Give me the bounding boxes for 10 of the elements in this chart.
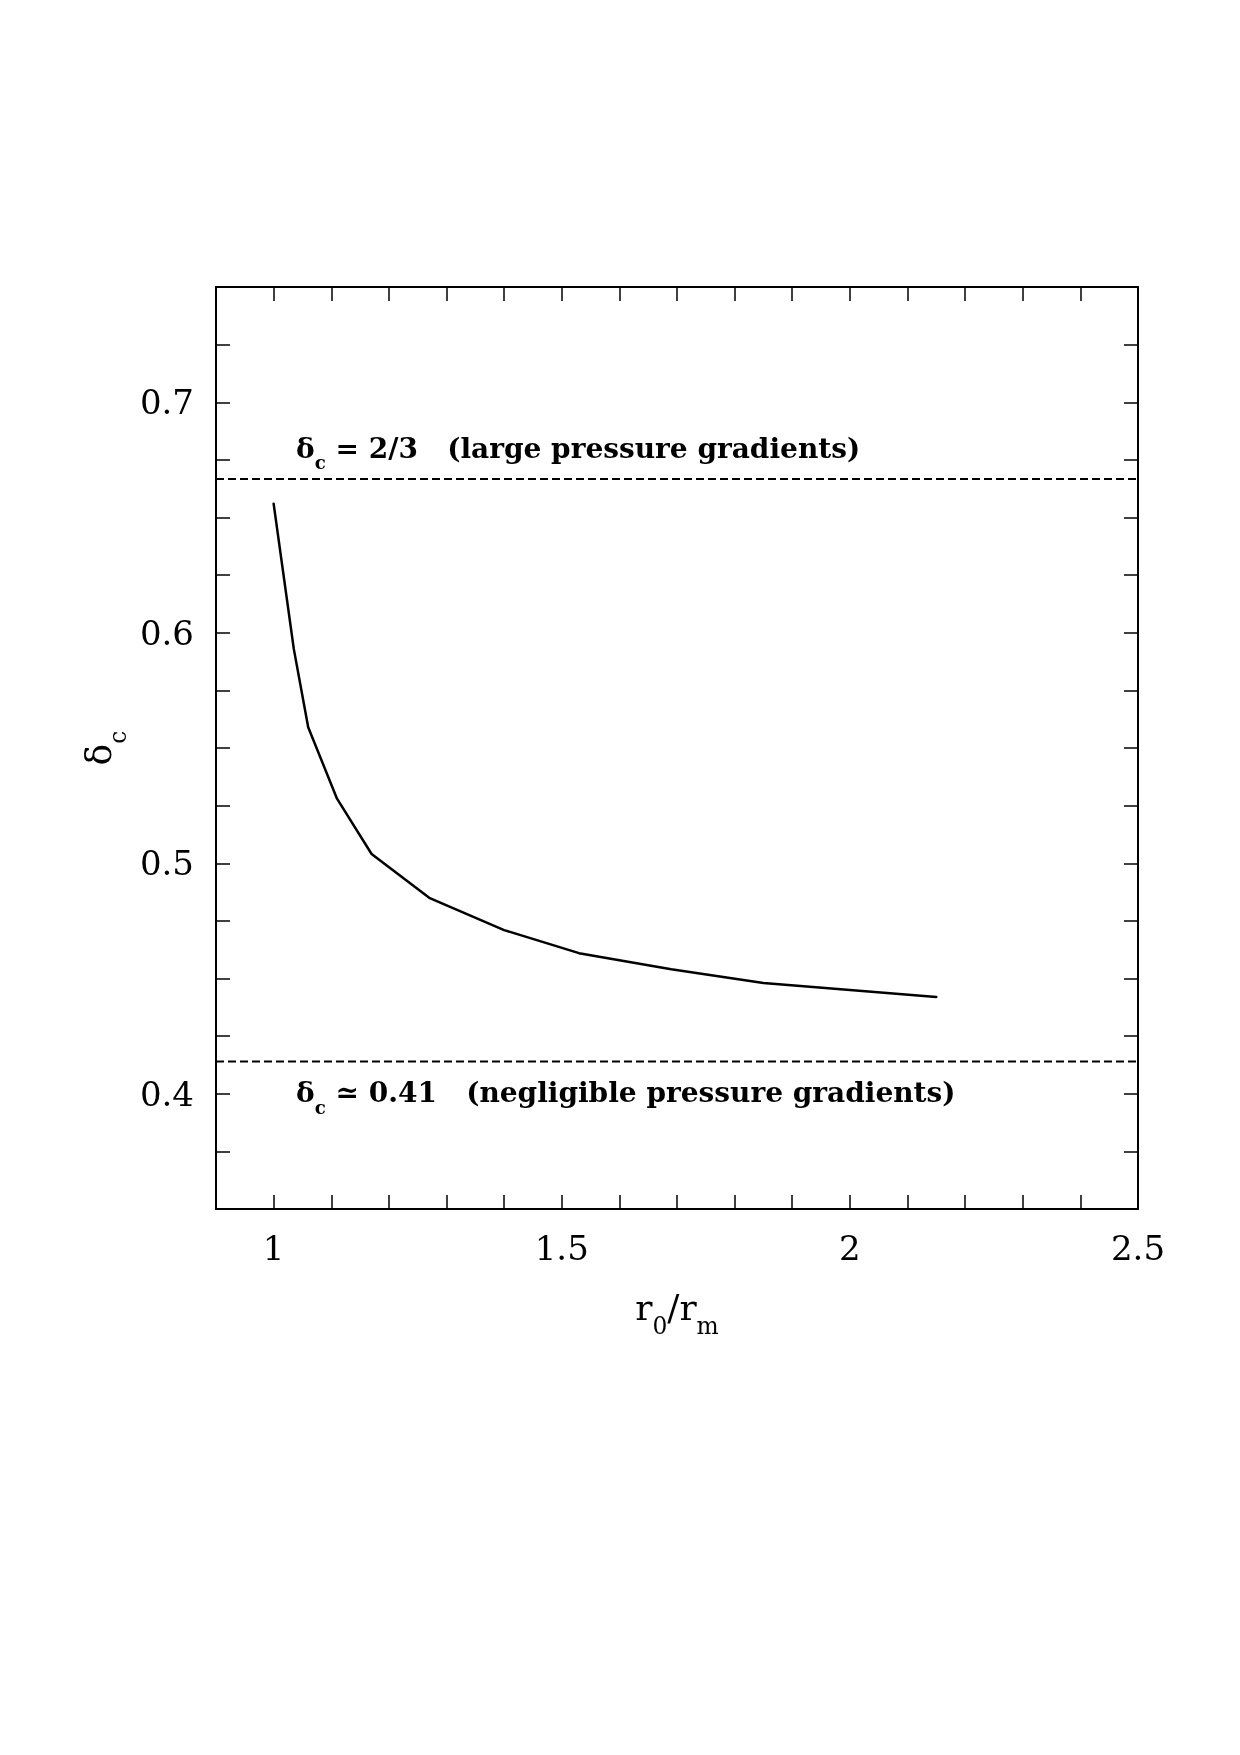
y-tick-label: 0.5 [139,843,194,884]
x-tick-label: 2 [839,1228,861,1268]
y-tick-label: 0.4 [139,1073,194,1114]
x-tick-label: 1 [262,1228,285,1268]
line-series [272,502,938,999]
y-axis-title: δc [77,730,132,766]
x-tick-label: 2.5 [1110,1228,1166,1268]
x-tick-label: 1.5 [534,1228,589,1268]
y-tick-label: 0.7 [139,382,194,423]
y-tick-label: 0.6 [139,612,194,653]
